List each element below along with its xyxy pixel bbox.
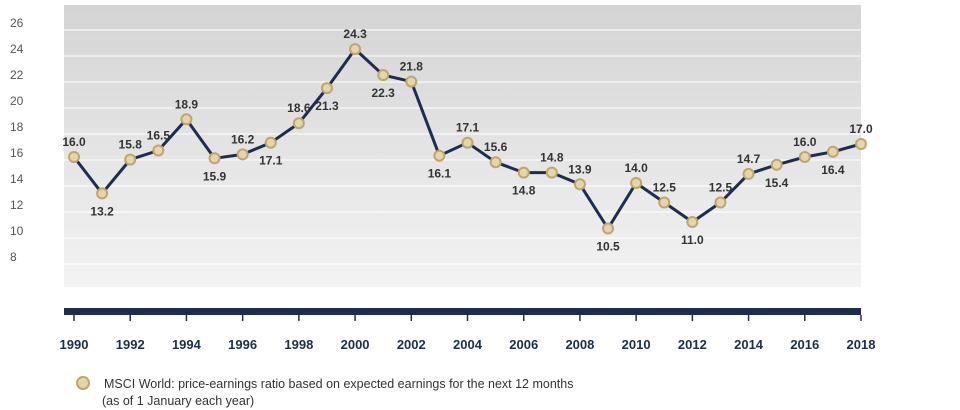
- data-label: 13.9: [568, 162, 592, 176]
- legend-label: MSCI World: price-earnings ratio based o…: [104, 377, 574, 391]
- data-point: [798, 151, 811, 163]
- x-tick-label: 1992: [116, 337, 145, 352]
- y-tick-label: 26: [10, 16, 24, 30]
- data-point: [545, 166, 558, 179]
- data-point: [68, 151, 80, 163]
- data-label: 16.2: [231, 132, 255, 146]
- data-point: [349, 43, 362, 56]
- data-label: 24.3: [343, 27, 367, 41]
- x-tick-label: 2012: [678, 337, 707, 352]
- legend-entry: MSCI World: price-earnings ratio based o…: [76, 376, 876, 393]
- x-tick-label: 2002: [397, 337, 426, 352]
- data-label: 22.3: [371, 86, 395, 100]
- y-tick-label: 24: [10, 42, 24, 56]
- x-tick-label: 2016: [790, 337, 819, 352]
- data-label: 13.2: [90, 204, 114, 218]
- data-label: 12.5: [653, 181, 677, 195]
- y-tick-label: 16: [10, 146, 24, 160]
- data-point: [124, 153, 137, 166]
- data-point: [264, 136, 277, 149]
- y-tick-label: 20: [10, 94, 24, 108]
- x-tick-label: 2006: [509, 337, 538, 352]
- x-axis-bar: [64, 308, 861, 315]
- x-tick-label: 2000: [341, 337, 370, 352]
- data-label: 17.0: [849, 122, 873, 136]
- data-point: [292, 117, 305, 130]
- data-point: [405, 75, 418, 88]
- y-tick-label: 8: [10, 250, 17, 264]
- x-tick-label: 1996: [228, 337, 257, 352]
- data-point: [573, 178, 586, 191]
- data-point: [320, 82, 333, 95]
- data-label: 16.0: [793, 135, 817, 149]
- data-label: 18.6: [287, 101, 311, 115]
- data-point: [433, 149, 446, 162]
- data-point: [180, 113, 193, 126]
- data-point: [96, 187, 109, 200]
- y-tick-label: 18: [10, 120, 24, 134]
- y-axis: 26 24 22 20 18 16 14 12 10 8: [10, 16, 24, 264]
- data-label: 15.8: [119, 138, 143, 152]
- x-tick-label: 2014: [734, 337, 764, 352]
- data-label: 16.1: [428, 167, 452, 181]
- y-tick-label: 22: [10, 68, 24, 82]
- data-label: 16.0: [62, 135, 86, 149]
- gridlines: [8, 29, 861, 265]
- data-label: 21.8: [400, 60, 424, 74]
- y-tick-label: 10: [10, 224, 24, 238]
- data-label: 11.0: [681, 233, 704, 247]
- data-label: 14.8: [540, 151, 564, 165]
- data-label: 16.5: [147, 129, 171, 143]
- data-labels: 16.0 13.2 15.8 16.5 18.9 15.9 16.2 17.1 18.6 21.3…: [62, 27, 873, 253]
- x-tick-label: 2010: [622, 337, 651, 352]
- data-label: 15.6: [484, 140, 508, 154]
- data-points: [68, 43, 867, 235]
- data-point: [461, 136, 474, 149]
- legend: MSCI World: price-earnings ratio based o…: [76, 376, 876, 410]
- data-label: 21.3: [315, 99, 339, 113]
- data-label: 17.1: [259, 154, 283, 168]
- legend-marker: [76, 376, 90, 390]
- data-point: [658, 196, 671, 209]
- y-tick-label: 12: [10, 198, 24, 212]
- data-label: 12.5: [709, 181, 733, 195]
- x-tick-label: 2008: [565, 337, 594, 352]
- data-label: 14.0: [624, 161, 648, 175]
- data-label: 15.4: [765, 176, 789, 190]
- data-label: 18.9: [175, 97, 199, 111]
- data-label: 14.7: [737, 152, 761, 166]
- x-axis: 1990 1992 1994 1996 1998 2000 2002 2004 2006 2008…: [60, 315, 876, 352]
- data-label: 17.1: [456, 121, 480, 135]
- y-tick-label: 14: [10, 172, 24, 186]
- x-tick-label: 1990: [60, 337, 89, 352]
- data-label: 10.5: [596, 240, 620, 254]
- data-point: [517, 166, 530, 179]
- x-tick-label: 2018: [847, 337, 876, 352]
- data-point: [152, 144, 165, 157]
- data-point: [826, 145, 839, 158]
- legend-note: (as of 1 January each year): [102, 394, 255, 408]
- data-point: [714, 196, 727, 209]
- data-point: [377, 69, 390, 82]
- data-label: 14.8: [512, 184, 536, 198]
- x-tick-label: 2004: [453, 337, 483, 352]
- data-point: [686, 216, 699, 228]
- data-point: [855, 138, 867, 150]
- data-point: [489, 156, 502, 169]
- data-point: [236, 148, 249, 161]
- data-point: [208, 152, 221, 165]
- data-point: [770, 158, 783, 171]
- x-tick-label: 1998: [284, 337, 313, 352]
- data-point: [602, 222, 615, 235]
- data-label: 16.4: [821, 163, 845, 177]
- data-point: [630, 177, 643, 189]
- data-label: 15.9: [203, 169, 227, 183]
- data-point: [742, 167, 755, 180]
- x-tick-label: 1994: [172, 337, 202, 352]
